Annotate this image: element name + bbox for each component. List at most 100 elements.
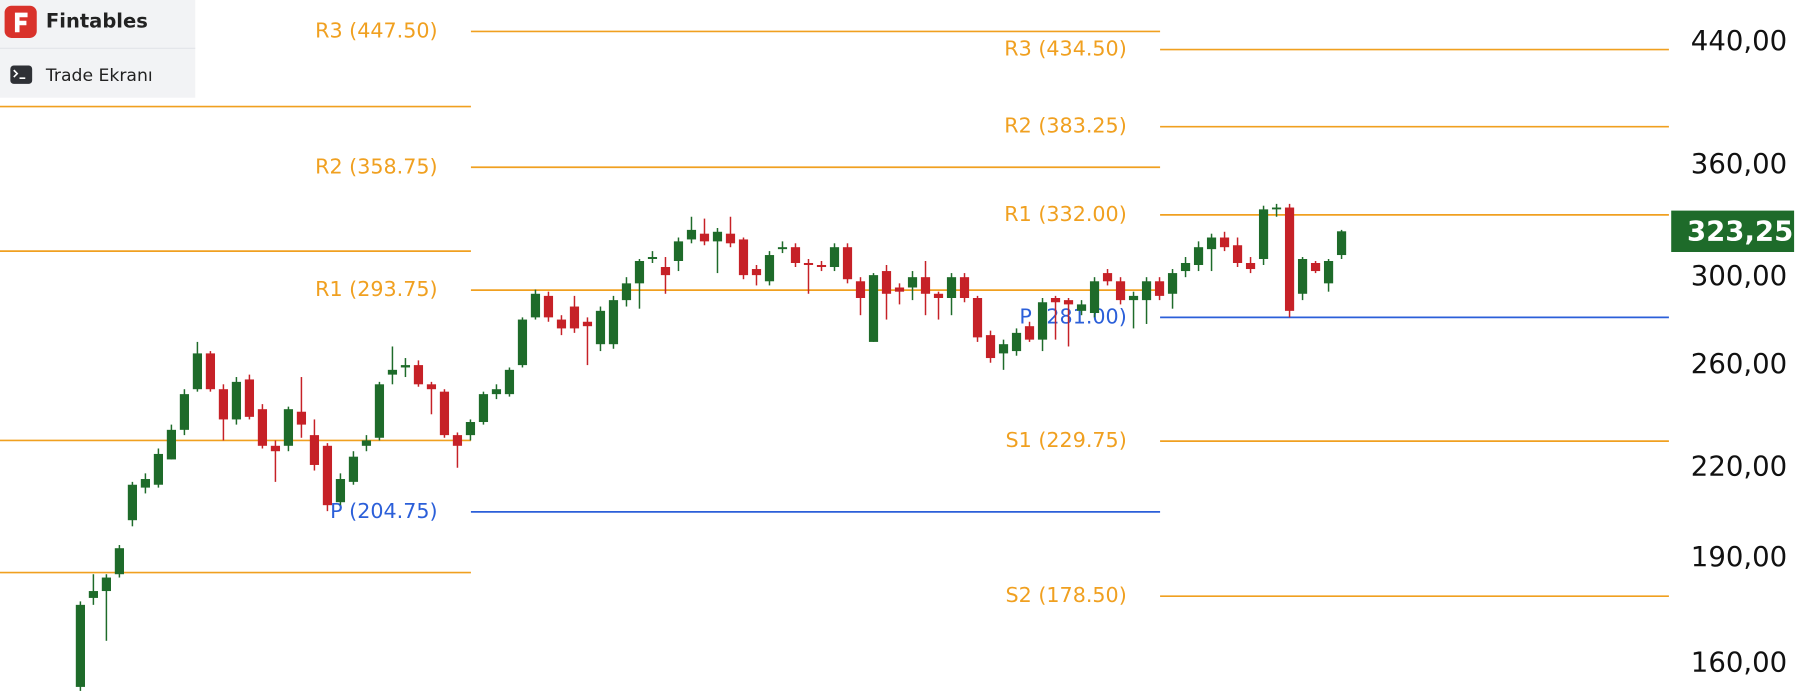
candle-body (569, 306, 580, 329)
terminal-icon (10, 65, 33, 84)
y-tick-label: 260,00 (1691, 347, 1787, 380)
y-tick-label: 300,00 (1691, 259, 1787, 292)
candle-body (75, 604, 85, 687)
candle-body (777, 247, 788, 250)
candle-body (361, 440, 372, 446)
candle-body (1297, 259, 1308, 294)
candle-body (751, 269, 762, 276)
trade-button-label: Trade Ekranı (45, 66, 153, 86)
candle-body (270, 445, 281, 452)
candle-body (439, 391, 450, 436)
y-tick-label: 220,00 (1691, 450, 1787, 483)
candle-body (1115, 281, 1126, 301)
candle-body (647, 257, 658, 260)
candle-body (855, 281, 866, 299)
brand-logo-glyph (14, 12, 28, 33)
candle-body (1284, 207, 1295, 311)
candle-body (634, 260, 645, 284)
brand-name: Fintables (46, 9, 148, 32)
pivot-label: S2 (178.50) (1006, 583, 1127, 607)
candle-body (400, 365, 411, 368)
last-price-box (1671, 210, 1795, 252)
candle-body (1128, 295, 1139, 301)
y-tick-label: 360,00 (1691, 147, 1787, 180)
candle-body (946, 277, 957, 299)
candle-body (1024, 326, 1035, 340)
y-tick-label: 190,00 (1691, 540, 1787, 573)
candle-body (192, 353, 203, 390)
candle-body (348, 456, 359, 482)
candle-body (673, 241, 684, 261)
candle-body (985, 335, 996, 359)
plot-area: 160,00 190,00 220,00 260,00 300,00 360,00 440,… (0, 18, 1795, 691)
pivot-label: R1 (332.00) (1004, 202, 1127, 226)
candle-body (1167, 273, 1178, 294)
candle-body (621, 283, 632, 301)
candle-body (842, 247, 853, 280)
top-left-menu: Fintables Trade Ekranı (0, 0, 196, 98)
pivot-label: R2 (383.25) (1004, 114, 1127, 138)
candle-body (699, 233, 710, 242)
candle-body (218, 389, 229, 420)
candle-body (738, 239, 749, 276)
candle-body (179, 394, 190, 430)
candle-body (1154, 281, 1165, 296)
candle-body (1310, 262, 1321, 272)
candle-body (972, 298, 983, 338)
candle-body (660, 267, 671, 276)
candle-body (1102, 273, 1113, 282)
pivot-label: P (281.00) (1019, 304, 1126, 328)
candle-body (517, 319, 528, 366)
pivot-label: R3 (447.50) (315, 18, 438, 42)
candle-body (257, 409, 268, 446)
candle-body (712, 231, 723, 242)
pivot-label: R3 (434.50) (1004, 37, 1127, 61)
candle-body (582, 321, 593, 327)
candle-body (387, 369, 398, 375)
last-price-label: 323,25 (1687, 214, 1793, 247)
candle-body (1271, 207, 1282, 210)
candle-body (959, 277, 970, 299)
candle-body (868, 275, 879, 342)
candle-body (1180, 262, 1191, 272)
candle-body (1245, 262, 1256, 270)
candle-body (686, 229, 697, 240)
candle-body (920, 277, 931, 294)
candle-body (296, 411, 307, 425)
candle-body (608, 300, 619, 345)
candle-body (1089, 281, 1100, 314)
candle-body (1063, 300, 1074, 305)
candle-body (998, 344, 1009, 354)
candle-body (1011, 332, 1022, 352)
candle-body (725, 233, 736, 244)
candle-body (790, 247, 801, 263)
candle-body (101, 577, 111, 592)
candle-body (1193, 247, 1204, 266)
y-tick-label: 440,00 (1691, 24, 1787, 57)
candle-body (374, 384, 385, 438)
candle-body (114, 548, 125, 575)
candle-body (816, 265, 827, 268)
candle-body (205, 353, 216, 390)
terminal-icon-glyph (13, 69, 26, 79)
candle-body (881, 271, 892, 294)
candle-body (153, 453, 164, 485)
candle-body (530, 293, 541, 318)
candle-body (1076, 304, 1087, 311)
pivot-label: R1 (293.75) (315, 277, 438, 301)
candle-body (335, 479, 346, 503)
candle-body (413, 365, 424, 385)
candle-body (907, 277, 918, 288)
trade-button[interactable]: Trade Ekranı (10, 65, 153, 86)
candle-body (1336, 231, 1347, 256)
candle-body (1206, 237, 1217, 250)
candle-body (595, 310, 606, 345)
candle-body (465, 422, 476, 436)
brand-link[interactable]: Fintables (4, 5, 148, 38)
candle-body (829, 247, 840, 268)
candle-body (1219, 237, 1230, 248)
candle-body (1232, 245, 1243, 263)
candle-body (933, 293, 944, 299)
candle-body (491, 389, 502, 395)
